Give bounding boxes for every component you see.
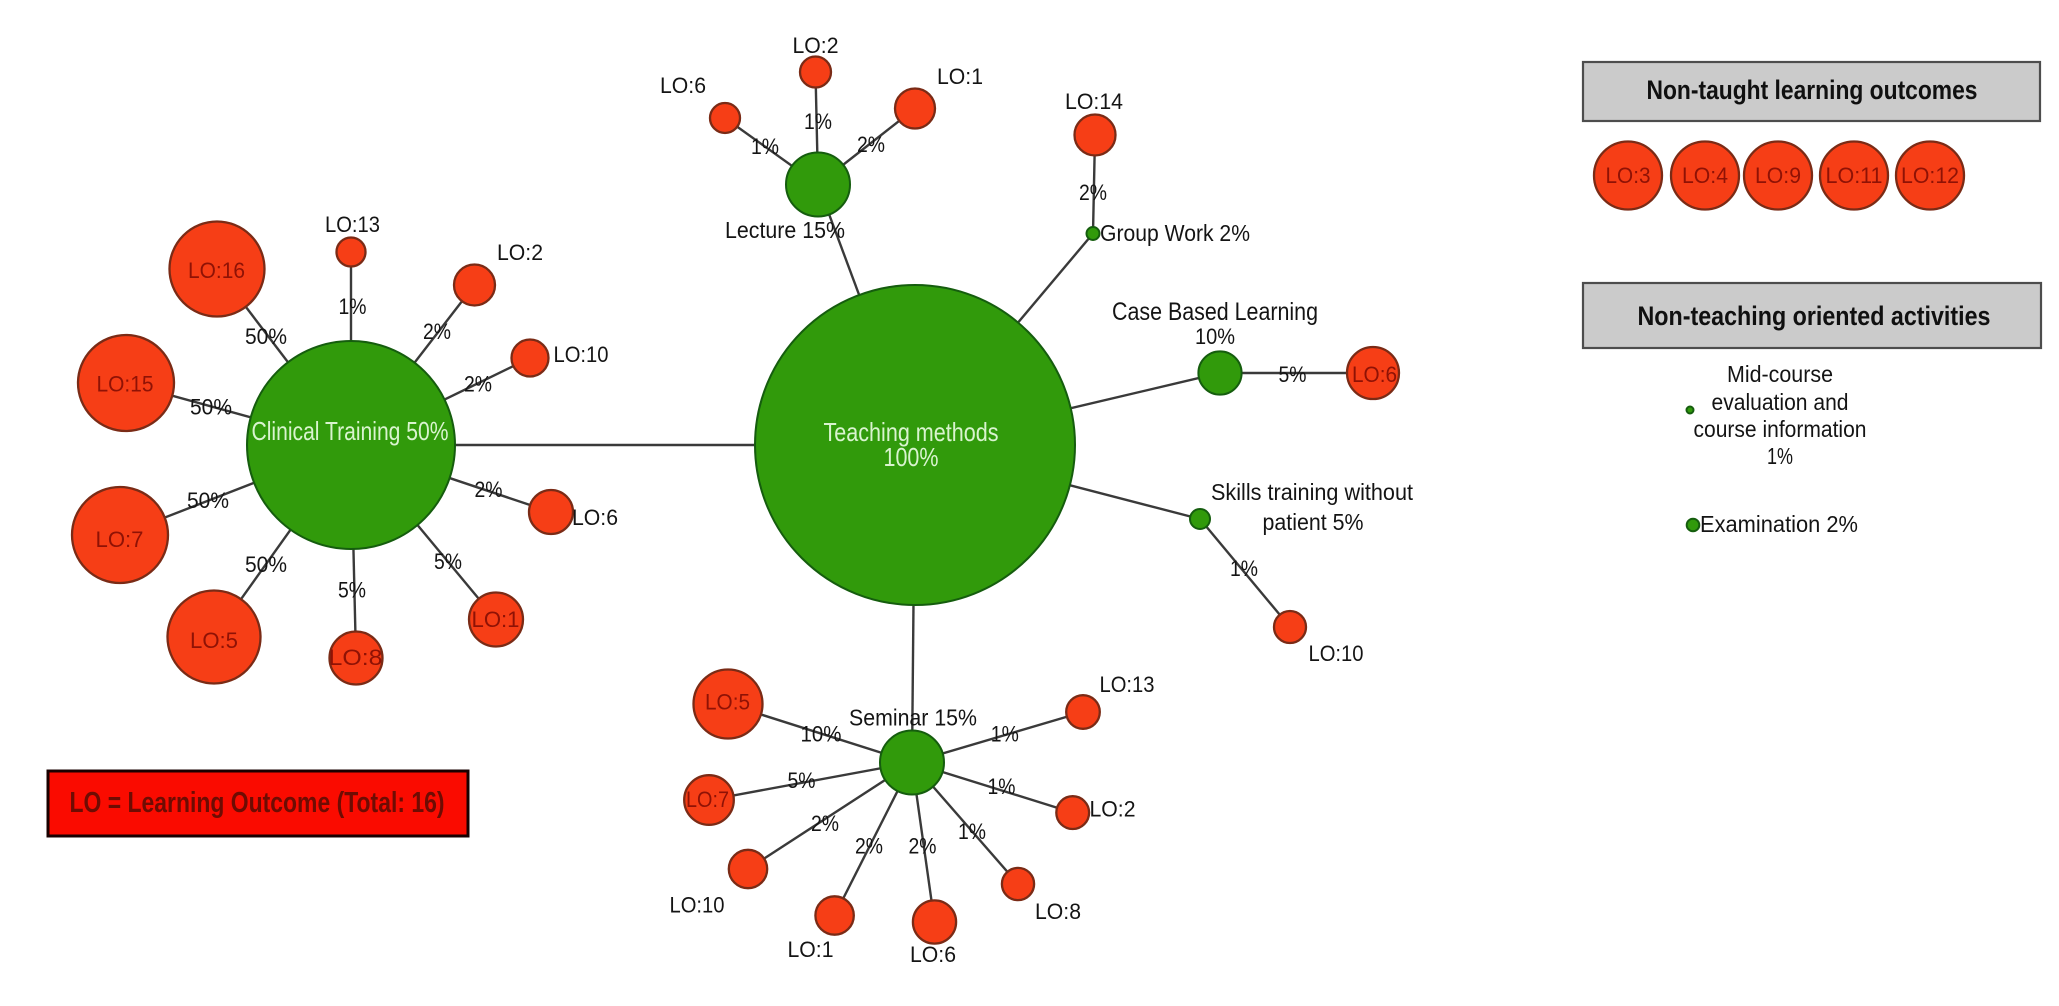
svg-text:Non-taught learning outcomes: Non-taught learning outcomes [1647, 75, 1978, 105]
svg-text:10%: 10% [1195, 324, 1235, 349]
svg-text:2%: 2% [811, 811, 839, 836]
svg-text:1%: 1% [1230, 556, 1258, 581]
svg-text:1%: 1% [751, 134, 779, 159]
svg-text:1%: 1% [339, 294, 367, 319]
svg-text:LO:2: LO:2 [1090, 797, 1136, 822]
svg-text:5%: 5% [434, 549, 462, 574]
svg-text:LO:12: LO:12 [1901, 163, 1959, 188]
svg-text:5%: 5% [788, 768, 816, 793]
svg-text:LO:1: LO:1 [788, 937, 834, 962]
svg-text:LO:2: LO:2 [793, 33, 839, 58]
svg-text:2%: 2% [857, 132, 885, 157]
svg-text:50%: 50% [190, 395, 232, 420]
svg-text:evaluation and: evaluation and [1712, 389, 1849, 415]
svg-text:10%: 10% [801, 722, 842, 747]
svg-text:2%: 2% [909, 834, 937, 859]
svg-text:LO:16: LO:16 [188, 258, 245, 283]
svg-text:LO:5: LO:5 [705, 690, 750, 715]
svg-text:1%: 1% [804, 109, 832, 134]
svg-text:LO:9: LO:9 [1755, 163, 1801, 188]
svg-text:Mid-course: Mid-course [1727, 361, 1833, 387]
svg-text:Skills training without: Skills training without [1211, 479, 1413, 505]
svg-text:LO:13: LO:13 [325, 212, 380, 237]
svg-text:LO:6: LO:6 [660, 73, 706, 98]
svg-text:1%: 1% [991, 722, 1019, 747]
svg-text:2%: 2% [855, 834, 883, 859]
svg-text:LO:11: LO:11 [1826, 163, 1883, 188]
svg-text:2%: 2% [1079, 180, 1107, 205]
svg-text:1%: 1% [988, 774, 1016, 799]
svg-text:LO:13: LO:13 [1100, 672, 1155, 697]
svg-text:LO:10: LO:10 [554, 342, 609, 367]
svg-text:LO:10: LO:10 [1309, 641, 1364, 666]
svg-text:LO:14: LO:14 [1065, 89, 1123, 114]
svg-text:LO = Learning Outcome (Total:: LO = Learning Outcome (Total: 16) [70, 787, 445, 819]
svg-text:patient 5%: patient 5% [1263, 509, 1364, 535]
svg-text:Non-teaching oriented activiti: Non-teaching oriented activities [1638, 301, 1991, 331]
svg-text:50%: 50% [245, 552, 287, 577]
svg-text:LO:8: LO:8 [329, 645, 383, 670]
svg-text:50%: 50% [245, 324, 287, 349]
svg-text:LO:7: LO:7 [96, 527, 144, 552]
svg-text:LO:1: LO:1 [937, 64, 983, 89]
svg-text:LO:1: LO:1 [472, 607, 520, 632]
svg-text:Group Work 2%: Group Work 2% [1100, 220, 1250, 246]
svg-text:Seminar 15%: Seminar 15% [849, 705, 977, 731]
svg-text:100%: 100% [884, 442, 939, 472]
svg-text:LO:8: LO:8 [1035, 899, 1081, 924]
svg-text:Lecture 15%: Lecture 15% [725, 217, 845, 243]
svg-text:2%: 2% [464, 372, 492, 397]
svg-text:2%: 2% [423, 319, 451, 344]
svg-text:5%: 5% [1279, 362, 1307, 387]
svg-text:LO:4: LO:4 [1682, 163, 1728, 188]
svg-text:LO:6: LO:6 [572, 505, 618, 530]
svg-text:Clinical Training 50%: Clinical Training 50% [252, 416, 449, 446]
svg-text:Examination 2%: Examination 2% [1700, 511, 1858, 537]
svg-text:LO:10: LO:10 [670, 893, 725, 918]
svg-text:LO:6: LO:6 [910, 942, 956, 967]
svg-text:course information: course information [1694, 416, 1867, 442]
svg-text:5%: 5% [338, 578, 366, 603]
svg-text:LO:7: LO:7 [686, 787, 729, 812]
svg-text:1%: 1% [958, 819, 986, 844]
svg-text:LO:2: LO:2 [497, 240, 543, 265]
svg-text:50%: 50% [187, 488, 229, 513]
svg-text:LO:15: LO:15 [97, 372, 154, 397]
svg-text:1%: 1% [1767, 443, 1793, 469]
svg-text:LO:3: LO:3 [1606, 163, 1651, 188]
svg-text:LO:5: LO:5 [190, 628, 238, 653]
svg-text:LO:6: LO:6 [1352, 362, 1397, 387]
svg-text:Teaching methods: Teaching methods [824, 417, 999, 447]
svg-text:2%: 2% [475, 477, 503, 502]
svg-text:Case Based Learning: Case Based Learning [1112, 298, 1318, 326]
